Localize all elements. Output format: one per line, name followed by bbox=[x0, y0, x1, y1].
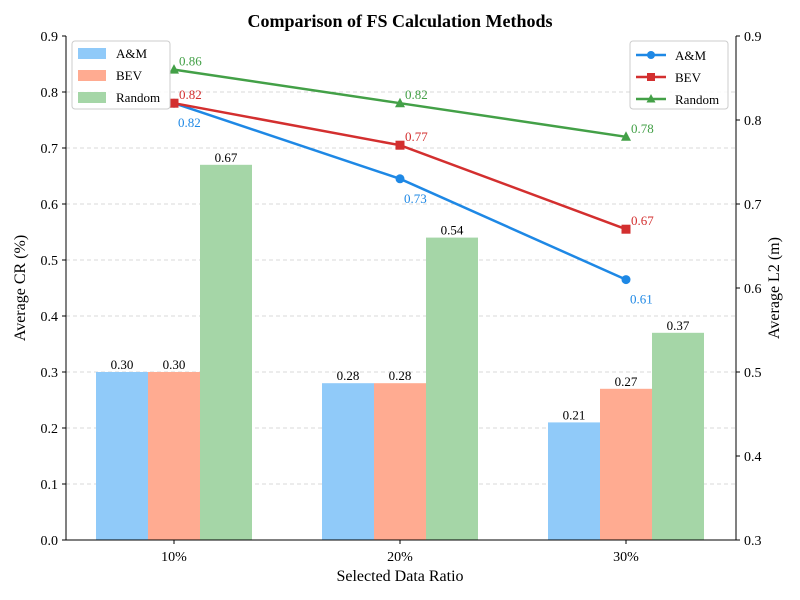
bar-bev-10 bbox=[148, 372, 200, 540]
bar-label-a-m-20: 0.28 bbox=[337, 368, 360, 383]
chart-title: Comparison of FS Calculation Methods bbox=[247, 11, 552, 31]
ticks: 0.0 0.1 0.2 0.3 0.4 0.5 0.6 0.7 0.8 0.9 0.3 0.4 0.5 0… bbox=[41, 30, 762, 565]
y-axis-right-label: Average L2 (m) bbox=[766, 237, 783, 339]
y-left-tick-label: 0.2 bbox=[41, 422, 59, 437]
point-random-20 bbox=[395, 97, 405, 108]
legend-line-label-bev: BEV bbox=[675, 70, 702, 85]
bar-label-a-m-30: 0.21 bbox=[563, 407, 586, 422]
legend-bar-label-bev: BEV bbox=[116, 68, 143, 83]
y-right-tick-label: 0.5 bbox=[744, 366, 762, 381]
bar-labels: 0.30 0.28 0.21 0.30 0.28 0.27 0.67 0.54 0.37 bbox=[111, 150, 690, 423]
bar-a-m-30 bbox=[548, 422, 600, 540]
bar-label-random-10: 0.67 bbox=[215, 150, 238, 165]
point-a-m-30 bbox=[621, 275, 631, 285]
bar-label-random-20: 0.54 bbox=[441, 223, 464, 238]
line-label-a-m-20: 0.73 bbox=[404, 191, 427, 206]
bar-random-30 bbox=[652, 332, 704, 540]
line-label-random-10: 0.86 bbox=[179, 54, 202, 69]
legend-swatch-a-m bbox=[78, 48, 106, 59]
x-axis-label: Selected Data Ratio bbox=[336, 568, 463, 585]
legend-bar-label-random: Random bbox=[116, 90, 160, 105]
point-a-m-20 bbox=[395, 174, 405, 184]
point-bev-10 bbox=[169, 98, 179, 108]
lines: 0.82 0.73 0.61 0.82 0.77 0.67 0.86 0.82 0.78 bbox=[169, 54, 654, 307]
y-left-tick-label: 0.8 bbox=[41, 86, 59, 101]
bar-label-random-30: 0.37 bbox=[667, 318, 690, 333]
bar-bev-30 bbox=[600, 388, 652, 540]
legend-bars: A&M BEV Random bbox=[71, 40, 171, 110]
line-label-a-m-10: 0.82 bbox=[178, 115, 201, 130]
bars bbox=[96, 164, 704, 541]
y-left-tick-label: 0.4 bbox=[41, 310, 59, 325]
line-label-a-m-30: 0.61 bbox=[630, 292, 653, 307]
line-label-bev-10: 0.82 bbox=[179, 87, 202, 102]
y-left-tick-label: 0.5 bbox=[41, 254, 59, 269]
bar-label-bev-20: 0.28 bbox=[389, 368, 412, 383]
line-label-bev-20: 0.77 bbox=[405, 129, 428, 144]
point-bev-20 bbox=[395, 140, 405, 150]
y-left-tick-label: 0.6 bbox=[41, 198, 59, 213]
y-right-tick-label: 0.4 bbox=[744, 450, 762, 465]
legend-lines-frame bbox=[629, 40, 729, 110]
x-tick-label-30: 30% bbox=[613, 550, 639, 565]
legend-swatch-bev bbox=[78, 70, 106, 81]
legend-line-label-a-m: A&M bbox=[675, 48, 707, 63]
bar-bev-20 bbox=[374, 383, 426, 540]
point-bev-30 bbox=[621, 224, 631, 234]
line-label-random-20: 0.82 bbox=[405, 87, 428, 102]
legend-bar-label-a-m: A&M bbox=[116, 46, 148, 61]
y-left-tick-label: 0.1 bbox=[41, 478, 59, 493]
bar-label-bev-30: 0.27 bbox=[615, 374, 638, 389]
point-random-30 bbox=[621, 131, 631, 141]
y-left-tick-label: 0.0 bbox=[41, 534, 59, 549]
bar-label-a-m-10: 0.30 bbox=[111, 357, 134, 372]
x-tick-label-20: 20% bbox=[387, 550, 413, 565]
bar-a-m-20 bbox=[322, 383, 374, 540]
legend-marker-random bbox=[646, 94, 656, 103]
legend-line-label-random: Random bbox=[675, 92, 719, 107]
y-axis-left-label: Average CR (%) bbox=[12, 235, 29, 341]
y-right-tick-label: 0.6 bbox=[744, 282, 762, 297]
y-right-tick-label: 0.7 bbox=[744, 198, 762, 213]
bar-random-20 bbox=[426, 237, 478, 540]
y-right-tick-label: 0.9 bbox=[744, 30, 762, 45]
bar-random-10 bbox=[200, 164, 252, 541]
bar-a-m-10 bbox=[96, 372, 148, 540]
legend-marker-a-m bbox=[647, 51, 655, 59]
legend-swatch-random bbox=[78, 92, 106, 103]
y-left-tick-label: 0.3 bbox=[41, 366, 59, 381]
line-label-random-30: 0.78 bbox=[631, 121, 654, 136]
legend-lines: A&M BEV Random bbox=[629, 40, 729, 110]
bar-label-bev-10: 0.30 bbox=[163, 357, 186, 372]
legend-marker-bev bbox=[647, 73, 655, 81]
y-right-tick-label: 0.3 bbox=[744, 534, 762, 549]
line-label-bev-30: 0.67 bbox=[631, 213, 654, 228]
y-right-tick-label: 0.8 bbox=[744, 114, 762, 129]
point-random-10 bbox=[169, 64, 179, 74]
x-tick-label-10: 10% bbox=[161, 550, 187, 565]
y-left-tick-label: 0.7 bbox=[41, 142, 59, 157]
y-left-tick-label: 0.9 bbox=[41, 30, 59, 45]
